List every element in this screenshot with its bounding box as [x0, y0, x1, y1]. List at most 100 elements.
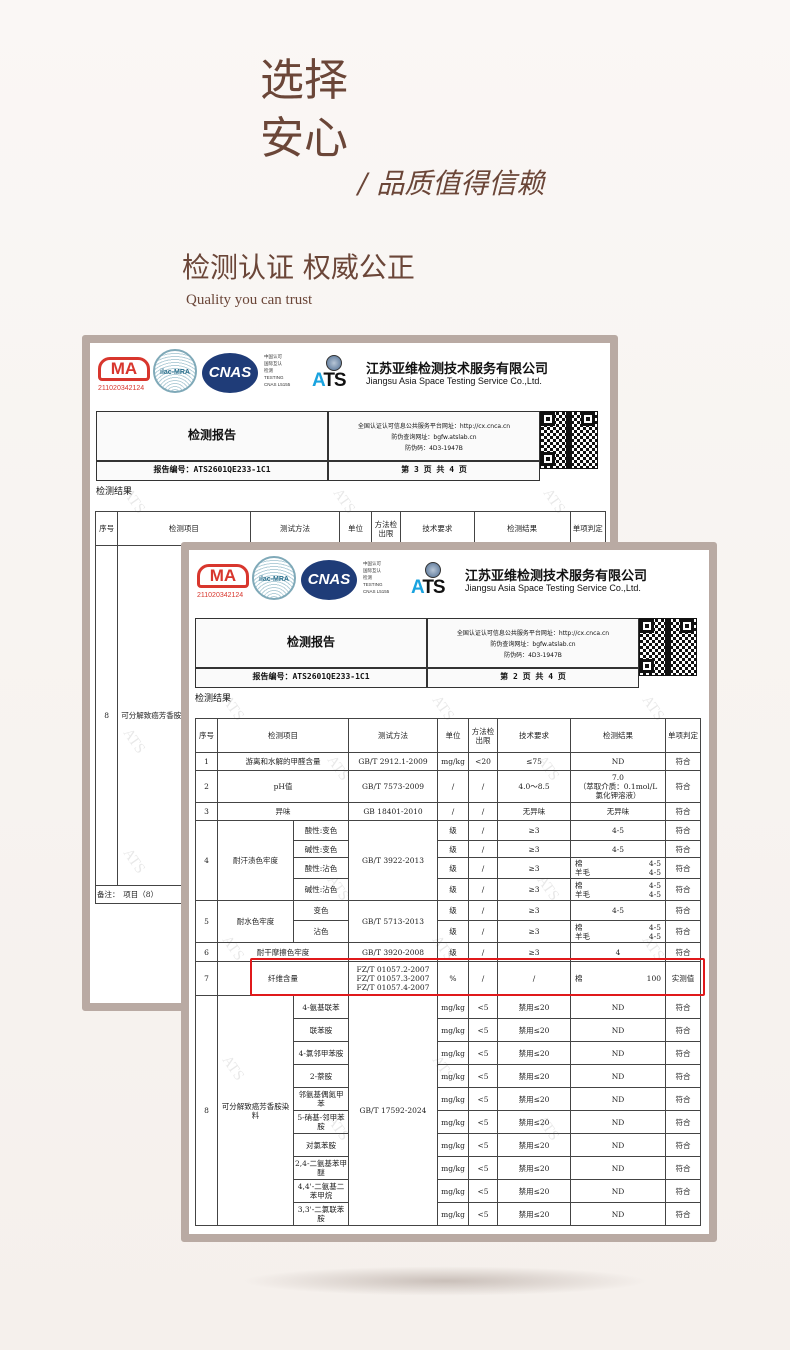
column-header: 序号: [195, 718, 218, 753]
ats-logo-text: ATS: [411, 577, 446, 598]
results-label: 检测结果: [195, 694, 232, 704]
row-number: 2: [195, 770, 218, 803]
row-number: 7: [195, 961, 218, 996]
column-header: 技术要求: [399, 511, 475, 546]
cell-unit: mg/kg: [437, 995, 469, 1019]
cell-unit: 级: [437, 840, 469, 858]
ats-logo-text: ATS: [312, 370, 347, 391]
platform-url: 全国认证认可信息公共服务平台网址：http://cx.cnca.cn: [456, 630, 610, 637]
table-row: 邻氨基偶氮甲苯 mg/kg <5 禁用≤20 ND 符合: [196, 1087, 701, 1111]
results-label: 检测结果: [96, 487, 133, 497]
cell-req: 禁用≤20: [497, 1110, 571, 1134]
globe-icon: [425, 562, 441, 578]
test-item: 纤维含量: [217, 961, 349, 996]
company-name-en: Jiangsu Asia Space Testing Service Co.,L…: [366, 376, 542, 386]
page-number: 第 3 页 共 4 页: [401, 465, 467, 474]
column-header: 检测结果: [473, 511, 571, 546]
cell-limit: /: [468, 900, 498, 921]
test-sub-item: 碱性:变色: [293, 840, 349, 858]
test-sub-item: 2-萘胺: [293, 1064, 349, 1088]
cell-req: 禁用≤20: [497, 1202, 571, 1226]
test-result: ND: [570, 1018, 666, 1042]
verdict: 符合: [665, 1064, 701, 1088]
table-header-row: 序号 检测项目 测试方法 单位 方法检出限 技术要求 检测结果 单项判定: [195, 718, 701, 753]
test-result: 7.0 （萃取介质：0.1mol/L 氯化钾溶液）: [570, 770, 666, 803]
cell-req: 无异味: [497, 802, 571, 821]
cell-unit: 级: [437, 878, 469, 901]
cell-unit: mg/kg: [437, 1133, 469, 1157]
cnas-text-line: TESTING: [264, 375, 284, 380]
column-header: 单项判定: [665, 718, 701, 753]
table-row: 8 可分解致癌芳香胺染料 4-氨基联苯 GB/T 17592-2024 mg/kg <5 禁…: [195, 995, 701, 1226]
test-report-page-2: MA 211020342124 ilac-MRA CNAS 中国认可 国际互认 检测 TEST…: [181, 542, 717, 1242]
cnas-text-line: 检测: [264, 368, 273, 373]
cell-unit: mg/kg: [437, 752, 469, 771]
table-row: 沾色 级 / ≥3 棉 4-5 羊毛 4-5 符合: [196, 920, 701, 943]
cell-limit: <5: [468, 995, 498, 1019]
cell-req: ≥3: [497, 900, 571, 921]
result-line: 棉 4-5: [572, 881, 664, 890]
tagline: / 品质值得信赖: [358, 167, 545, 200]
test-sub-item: 4-氯邻甲苯胺: [293, 1041, 349, 1065]
test-result: 无异味: [570, 802, 666, 821]
page-number: 第 2 页 共 4 页: [500, 672, 566, 681]
globe-icon: [326, 355, 342, 371]
result-line: 羊毛 4-5: [572, 868, 664, 877]
row-number: 4: [195, 820, 218, 901]
test-result: ND: [570, 995, 666, 1019]
cell-unit: 级: [437, 857, 469, 879]
fiber-name: 羊毛: [575, 931, 590, 941]
cell-limit: <5: [468, 1156, 498, 1180]
test-item: 异味: [217, 802, 349, 821]
cell-req: ≥3: [497, 840, 571, 858]
test-result: ND: [570, 1064, 666, 1088]
column-header: 测试方法: [348, 718, 438, 753]
cell-unit: %: [437, 961, 469, 996]
cnas-text: 中国认可 国际互认 检测 TESTING CNAS L5155: [363, 560, 389, 595]
test-sub-item: 沾色: [293, 920, 349, 943]
column-header: 技术要求: [497, 718, 571, 753]
test-method: GB/T 7573-2009: [348, 770, 438, 803]
cell-limit: /: [468, 961, 498, 996]
cnas-logo: CNAS: [301, 560, 357, 600]
test-item: 耐水色牢度: [217, 900, 294, 943]
ilac-mra-logo: ilac-MRA: [153, 349, 197, 393]
verdict: 符合: [665, 878, 701, 901]
table-row: 4 耐汗渍色牢度 酸性:变色 GB/T 3922-2013 级 / ≥3 4-5 符合: [195, 820, 701, 901]
cell-unit: mg/kg: [437, 1087, 469, 1111]
cell-req: /: [497, 961, 571, 996]
card-shadow: [240, 1266, 650, 1296]
company-name-cn: 江苏亚维检测技术服务有限公司: [465, 569, 648, 584]
cnas-text-line: 中国认可: [264, 354, 282, 359]
anti-fake-code: 防伪码：4D3-1947B: [405, 445, 463, 452]
cma-number: 211020342124: [197, 592, 244, 599]
table-row: 3,3'-二氯联苯胺 mg/kg <5 禁用≤20 ND 符合: [196, 1202, 701, 1226]
company-name-en: Jiangsu Asia Space Testing Service Co.,L…: [465, 583, 641, 593]
report-header-box: 检测报告 全国认证认可信息公共服务平台网址：http://cx.cnca.cn 防伪…: [195, 618, 639, 688]
verdict: 符合: [665, 840, 701, 858]
test-item: 游离和水解的甲醛含量: [217, 752, 349, 771]
cell-req: 禁用≤20: [497, 1064, 571, 1088]
test-sub-item: 变色: [293, 900, 349, 921]
cell-limit: <5: [468, 1110, 498, 1134]
table-row: 3 异味 GB 18401-2010// 无异味 无异味 符合: [195, 802, 701, 821]
query-url: 防伪查询网址：bgfw.atslab.cn: [490, 641, 576, 648]
test-result: 棉 4-5 羊毛 4-5: [570, 920, 666, 943]
column-header: 测试方法: [249, 511, 341, 546]
column-header: 单位: [339, 511, 372, 546]
test-method: GB/T 2912.1-2009: [348, 752, 438, 771]
report-title: 检测报告: [286, 635, 335, 649]
cnas-text: 中国认可 国际互认 检测 TESTING CNAS L5155: [264, 353, 290, 388]
test-result: 棉 4-5 羊毛 4-5: [570, 878, 666, 901]
cell-req: ≥3: [497, 857, 571, 879]
column-header: 序号: [94, 511, 119, 546]
cell-unit: mg/kg: [437, 1156, 469, 1180]
fiber-value: 4-5: [648, 880, 661, 890]
divider: [426, 619, 428, 687]
cnas-text-line: 检测: [363, 575, 372, 580]
row-number: 5: [195, 900, 218, 943]
table-row: 联苯胺 mg/kg <5 禁用≤20 ND 符合: [196, 1018, 701, 1042]
test-result: ND: [570, 1087, 666, 1111]
report-number: 报告编号：ATS2601QE233-1C1: [252, 672, 370, 681]
cell-req: 禁用≤20: [497, 1041, 571, 1065]
